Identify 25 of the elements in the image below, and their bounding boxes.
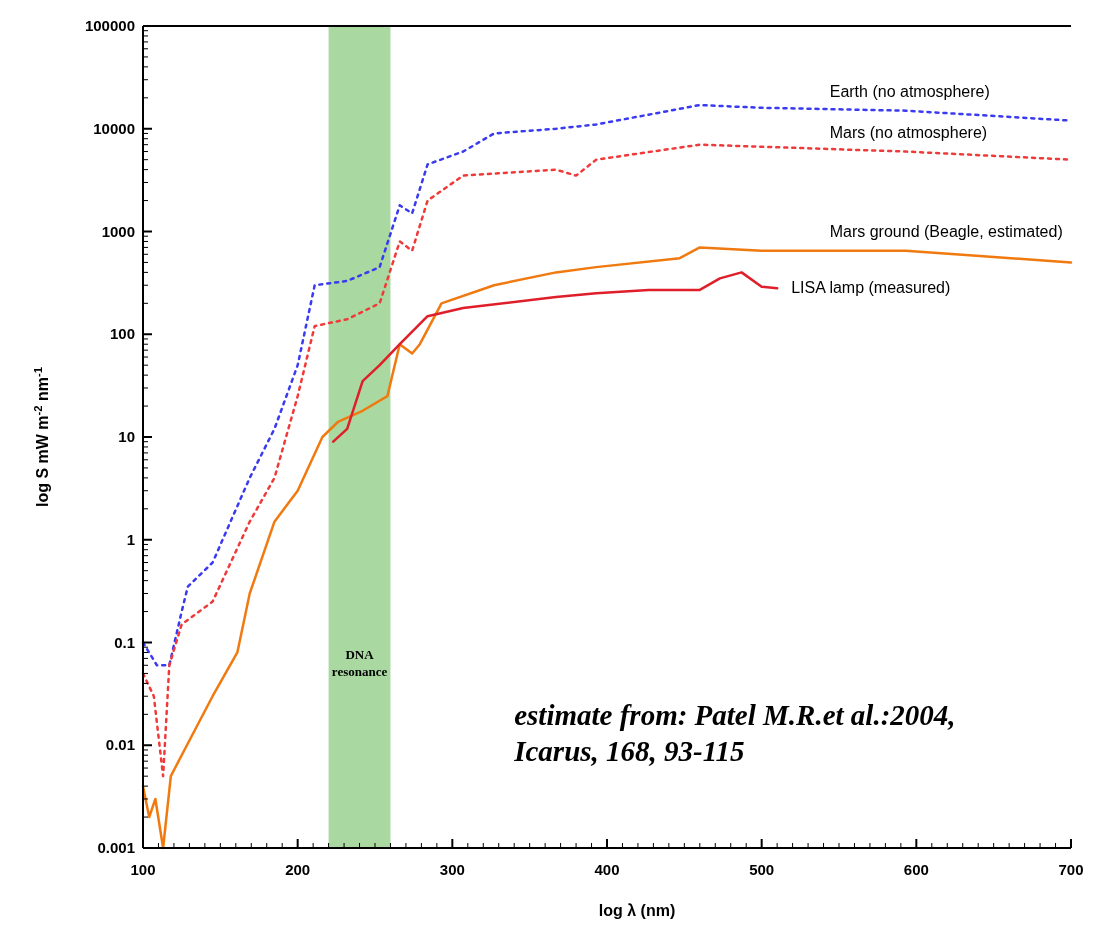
x-tick-label: 400: [594, 861, 620, 878]
series-label: LISA lamp (measured): [791, 279, 951, 297]
y-tick-label: 1: [126, 530, 135, 548]
y-tick-label: 1000: [101, 222, 135, 240]
annotation: Icarus, 168, 93-115: [513, 734, 745, 767]
series-label: Mars (no atmosphere): [829, 123, 988, 141]
x-tick-label: 700: [1058, 861, 1084, 878]
series-label: Earth (no atmosphere): [829, 82, 990, 100]
y-tick-label: 0.01: [105, 736, 135, 754]
y-tick-label: 100: [109, 325, 135, 343]
x-tick-label: 200: [285, 861, 311, 878]
x-tick-label: 500: [749, 861, 775, 878]
line-series: [331, 271, 779, 443]
y-tick-label: 0.001: [97, 839, 135, 856]
y-tick-label: 10000: [93, 119, 135, 137]
y-tick-label: 0.1: [114, 633, 135, 651]
annotation: estimate from: Patel M.R.et al.:2004,: [514, 698, 956, 731]
y-tick-label: 100000: [84, 17, 135, 34]
series-label: Mars ground (Beagle, estimated): [829, 222, 1063, 240]
band-label: DNA resonance: [331, 646, 388, 679]
x-axis-title: log λ (nm): [598, 902, 676, 919]
y-tick-label: 10: [118, 428, 135, 445]
x-tick-label: 600: [903, 861, 929, 878]
x-tick-label: 300: [439, 861, 465, 878]
x-tick-label: 100: [130, 861, 156, 878]
